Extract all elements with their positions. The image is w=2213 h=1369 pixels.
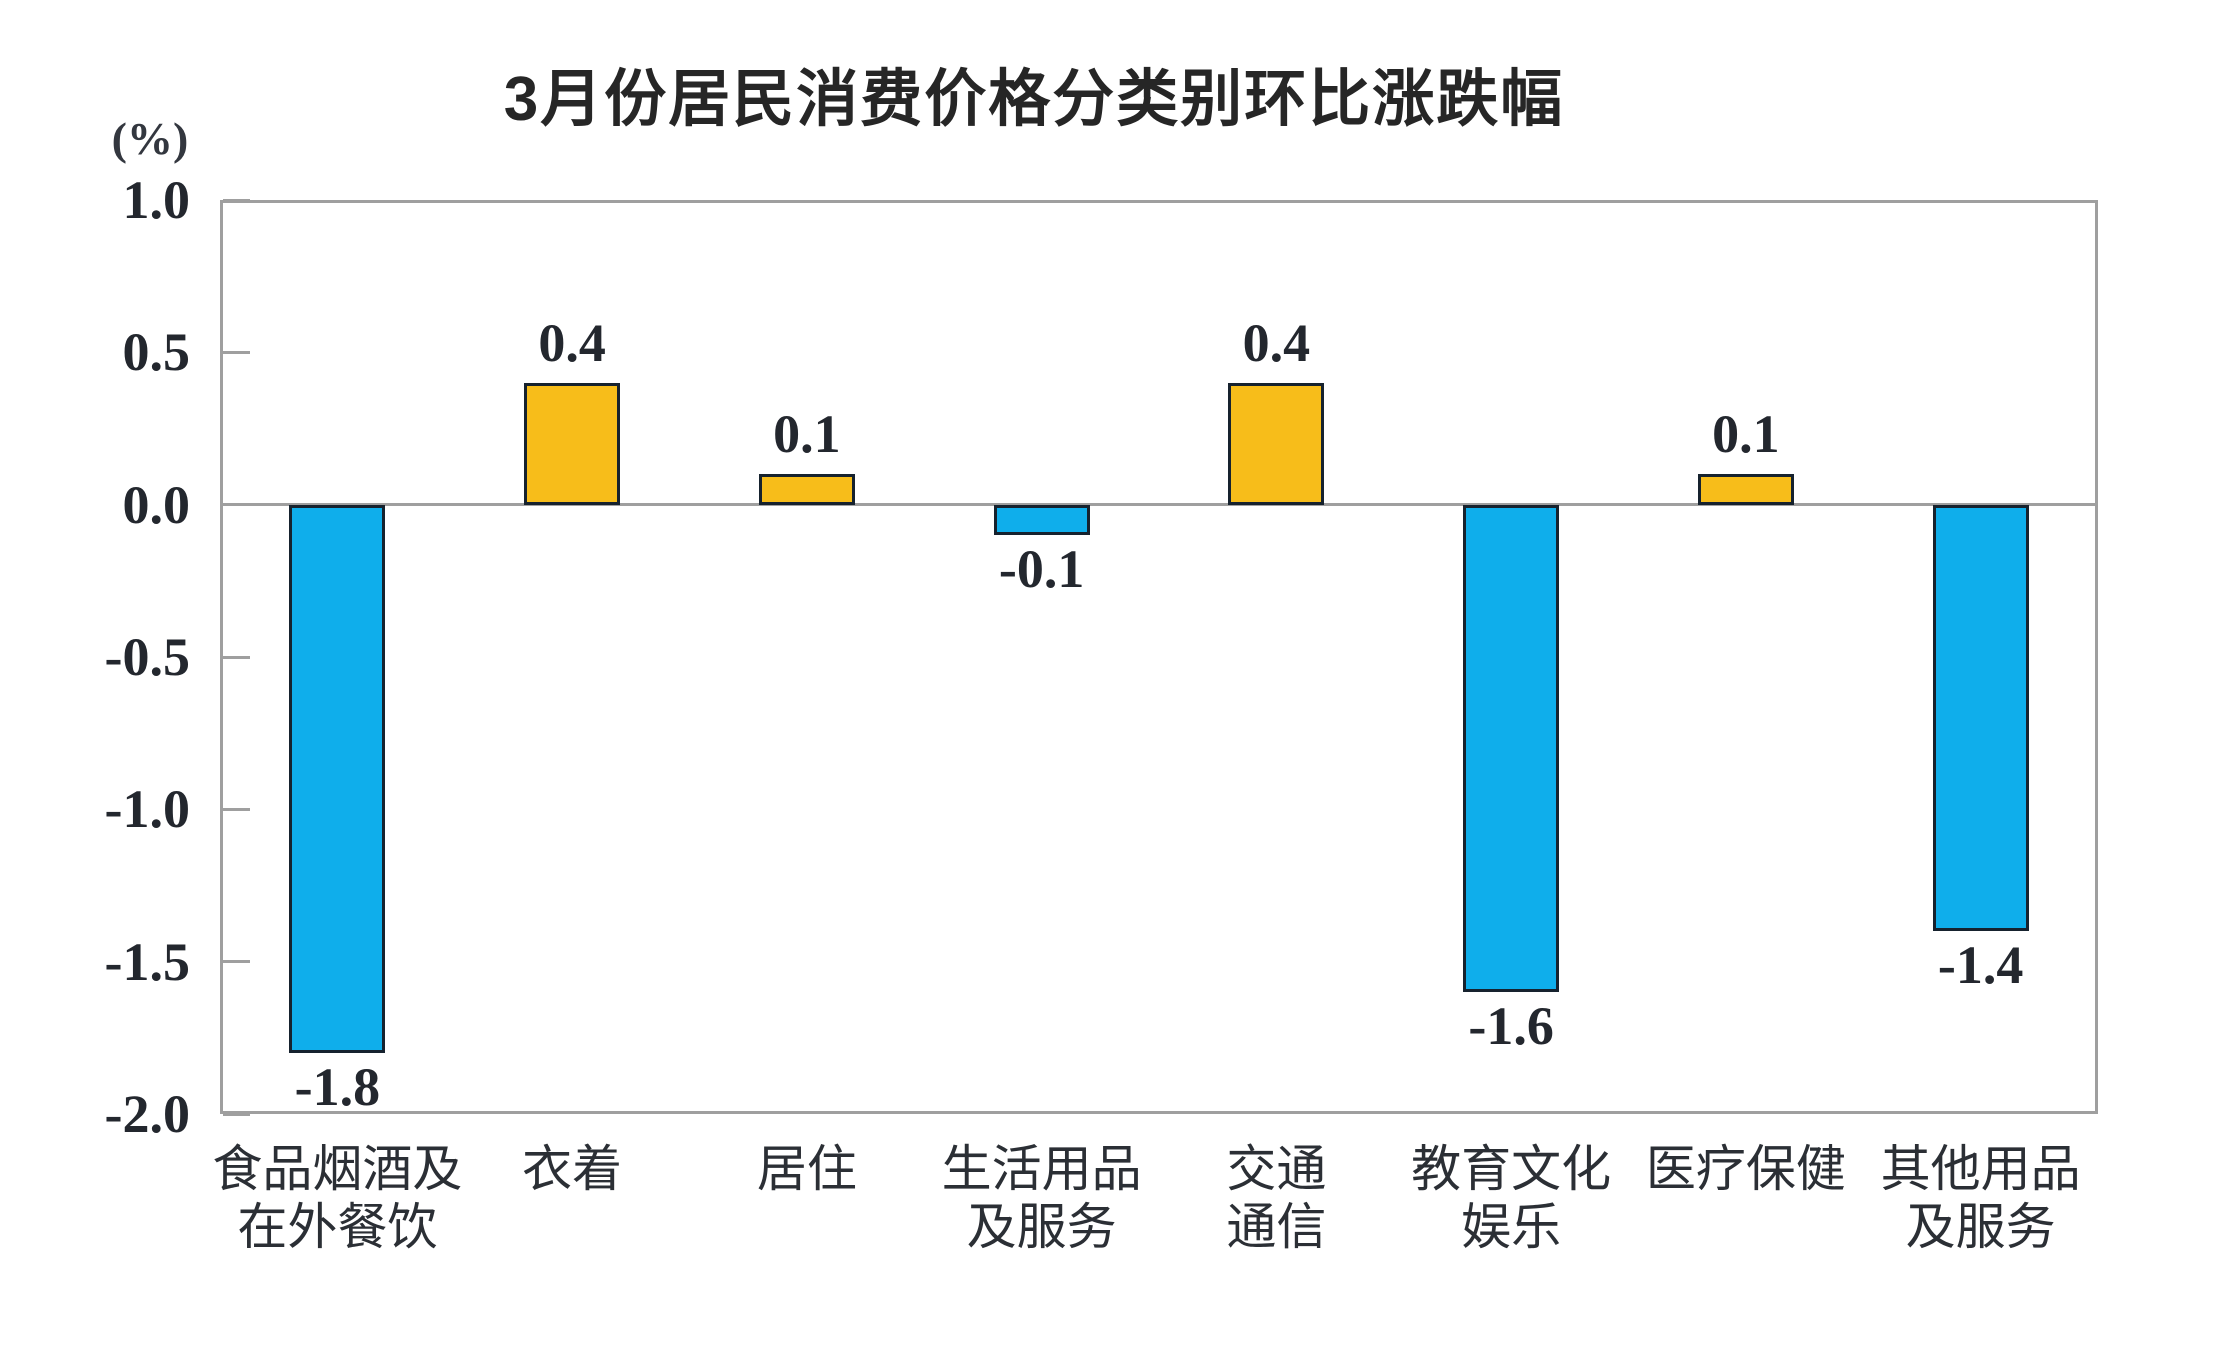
bar-8	[1932, 504, 2029, 932]
y-tick-label: 0.0	[122, 474, 191, 535]
y-tick-label: -1.5	[104, 931, 190, 992]
bar-3	[758, 474, 855, 505]
bar-value-label: -1.8	[294, 1057, 381, 1118]
y-tick-mark	[223, 960, 250, 964]
chart-title: 3月份居民消费价格分类别环比涨跌幅	[503, 65, 1565, 134]
bar-1	[289, 504, 386, 1054]
zero-axis-line	[220, 503, 2098, 507]
y-tick-label: 0.5	[122, 322, 191, 383]
x-axis-category-label: 其他用品 及服务	[1880, 1141, 2081, 1255]
x-axis-category-label: 居住	[756, 1141, 857, 1197]
bar-value-label: 0.1	[773, 404, 841, 465]
bar-value-label: 0.1	[1712, 404, 1780, 465]
bar-7	[1697, 474, 1794, 505]
x-axis-category-label: 衣着	[522, 1141, 623, 1197]
bar-4	[993, 504, 1090, 536]
x-axis-category-label: 医疗保健	[1645, 1141, 1846, 1197]
bar-6	[1463, 504, 1560, 993]
x-axis-category-label: 交通 通信	[1226, 1141, 1327, 1255]
y-axis-unit-label: (%)	[111, 113, 189, 164]
bar-value-label: -1.4	[1937, 935, 2024, 996]
x-axis-category-label: 生活用品 及服务	[941, 1141, 1142, 1255]
y-tick-mark	[223, 807, 250, 811]
y-tick-label: -1.0	[104, 779, 190, 840]
bar-2	[524, 382, 621, 505]
y-tick-label: -2.0	[104, 1084, 190, 1144]
y-tick-mark	[223, 198, 250, 202]
bar-value-label: 0.4	[538, 312, 606, 373]
plot-area	[220, 200, 2098, 1114]
x-axis-category-label: 食品烟酒及 在外餐饮	[212, 1141, 463, 1255]
bar-value-label: -0.1	[998, 539, 1085, 600]
y-tick-mark	[223, 350, 250, 354]
y-tick-label: 1.0	[122, 170, 191, 230]
y-tick-mark	[223, 1112, 250, 1116]
x-axis-category-label: 教育文化 娱乐	[1411, 1141, 1612, 1255]
bar-value-label: 0.4	[1242, 312, 1311, 373]
bar-value-label: -1.6	[1468, 996, 1554, 1057]
y-tick-label: -0.5	[104, 627, 190, 687]
bar-5	[1228, 382, 1325, 505]
y-tick-mark	[223, 655, 250, 659]
